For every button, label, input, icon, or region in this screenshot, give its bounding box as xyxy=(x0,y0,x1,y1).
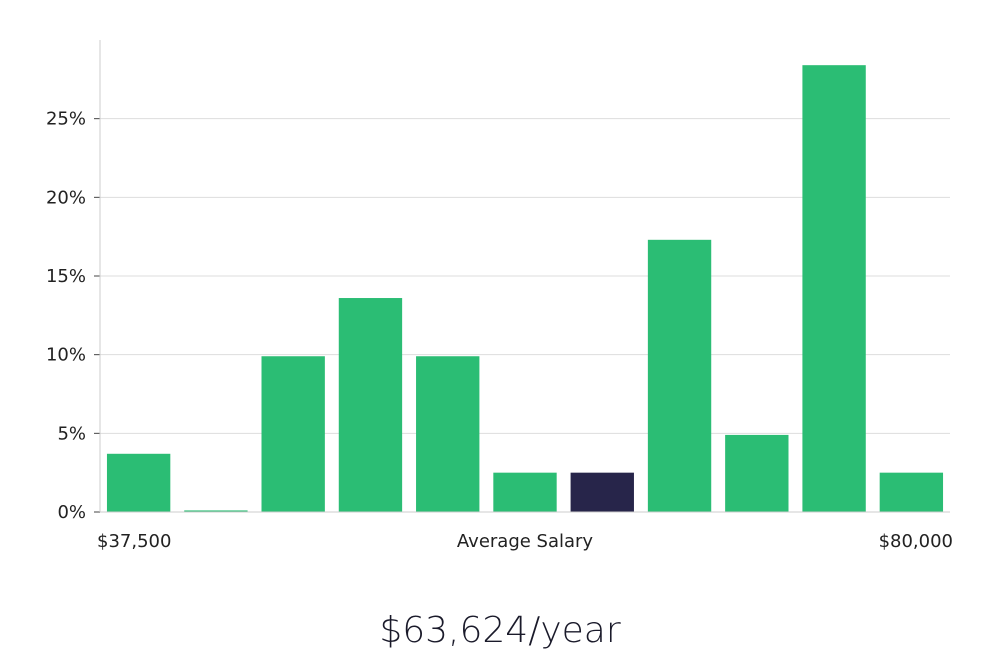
bar xyxy=(338,298,403,512)
bars xyxy=(106,65,944,512)
bar xyxy=(725,434,789,512)
bar xyxy=(879,472,944,512)
bar xyxy=(416,356,480,512)
x-axis-max-label: $80,000 xyxy=(879,531,953,552)
bar-highlighted xyxy=(570,472,634,512)
bar xyxy=(647,239,712,512)
x-axis-title: Average Salary xyxy=(457,531,594,552)
y-tick-label: 25% xyxy=(46,109,86,130)
bar xyxy=(184,510,248,512)
average-salary-caption: $63,624/year xyxy=(379,610,621,651)
y-tick-label: 20% xyxy=(46,187,86,208)
y-tick-label: 0% xyxy=(57,502,86,523)
bar xyxy=(493,472,557,512)
y-tick-label: 5% xyxy=(57,423,86,444)
y-tick-label: 15% xyxy=(46,266,86,287)
y-tick-label: 10% xyxy=(46,345,86,366)
y-axis-ticks: 0% 5% 10% 15% 20% 25% xyxy=(46,109,100,523)
bar xyxy=(802,65,866,512)
x-axis-min-label: $37,500 xyxy=(97,531,171,552)
bar xyxy=(106,453,171,512)
bar xyxy=(261,356,325,512)
salary-histogram: 0%5%10%15%20%25% $37,500 Average Salary … xyxy=(46,40,953,552)
